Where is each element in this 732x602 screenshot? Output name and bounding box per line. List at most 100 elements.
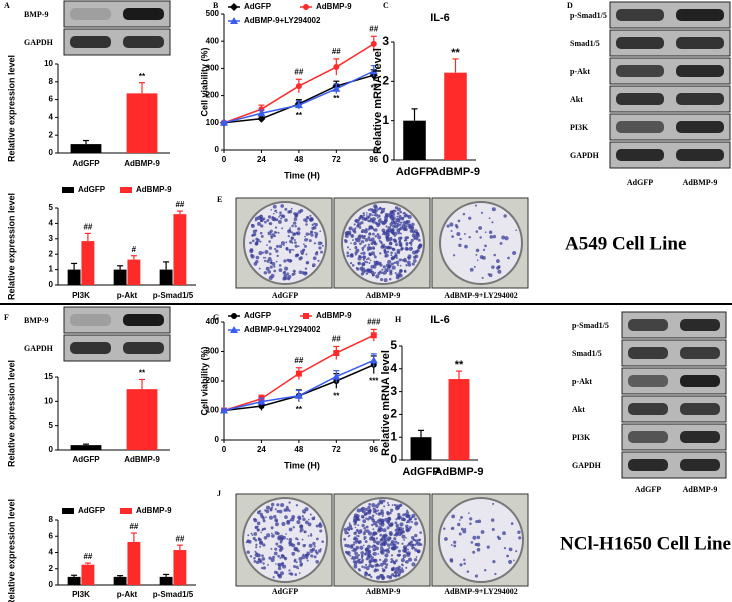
colony: [414, 250, 419, 254]
colony: [288, 537, 293, 542]
colony: [395, 518, 398, 521]
colony: [373, 214, 376, 217]
colony: [377, 235, 382, 240]
colony: [414, 539, 419, 543]
colony: [308, 543, 313, 548]
colony: [370, 564, 375, 569]
blot-band: [676, 121, 724, 133]
colony: [283, 266, 289, 271]
colony: [348, 226, 353, 231]
colony: [372, 227, 375, 230]
colony: [390, 225, 392, 227]
colony: [475, 520, 479, 524]
colony: [449, 558, 454, 562]
colony: [444, 537, 448, 541]
error-bar: [456, 370, 462, 380]
colony: [309, 214, 312, 218]
colony: [367, 236, 371, 239]
colony: [277, 220, 282, 224]
colony: [503, 214, 507, 218]
colony: [349, 261, 353, 265]
colony: [315, 549, 318, 552]
bar: [410, 437, 432, 460]
colony: [386, 250, 390, 253]
colony: [391, 265, 396, 270]
colony: [272, 555, 276, 559]
colony: [388, 531, 393, 536]
panel-letter: D: [567, 1, 573, 10]
colony: [267, 215, 272, 219]
colony: [360, 560, 364, 564]
colony: [399, 210, 403, 214]
colony: [484, 244, 487, 248]
colony: [401, 534, 406, 539]
colony: [259, 545, 262, 548]
y-tick-label: 1: [390, 429, 397, 443]
colony: [275, 563, 277, 565]
colony: [260, 566, 264, 570]
colony: [352, 560, 356, 564]
colony: [379, 558, 382, 562]
colony: [268, 221, 273, 226]
error-bar: [84, 562, 91, 565]
colony: [383, 505, 386, 508]
blot-band: [616, 149, 664, 161]
colony: [409, 540, 413, 544]
panel-letter: E: [217, 195, 222, 204]
colony: [366, 268, 370, 272]
colony: [373, 208, 377, 212]
y-tick-label: 300: [206, 347, 220, 356]
colony: [396, 506, 401, 510]
colony: [463, 558, 466, 562]
colony: [383, 558, 388, 563]
y-tick-label: 4: [49, 113, 54, 122]
colony: [365, 529, 370, 534]
colony: [278, 509, 283, 514]
colony: [276, 503, 280, 507]
significance: ##: [129, 522, 138, 531]
colony: [250, 253, 254, 257]
colony: [377, 214, 381, 218]
colony: [262, 256, 265, 259]
lane-label: AdGFP: [627, 178, 653, 187]
colony: [372, 537, 376, 542]
colony: [484, 569, 487, 572]
colony: [362, 251, 366, 256]
colony: [288, 248, 292, 252]
colony: [348, 522, 351, 525]
colony: [380, 509, 384, 513]
blot-label: BMP-9: [24, 10, 48, 19]
colony: [354, 246, 358, 250]
colony: [293, 217, 298, 222]
colony: [372, 528, 375, 531]
colony: [393, 533, 396, 537]
plate-label: AdBMP-9: [366, 587, 401, 596]
colony: [358, 540, 362, 544]
colony: [390, 560, 393, 564]
x-tick-label: 0: [222, 155, 227, 164]
significance: **: [455, 359, 464, 371]
colony: [298, 556, 303, 561]
colony: [393, 261, 396, 265]
colony: [400, 232, 402, 235]
colony: [357, 558, 360, 561]
x-tick-label: p-Smad1/5: [153, 291, 194, 300]
colony: [489, 235, 494, 239]
blot-band: [628, 403, 668, 415]
colony: [295, 537, 298, 540]
colony: [398, 214, 402, 219]
colony: [270, 208, 273, 211]
colony: [374, 563, 378, 568]
colony: [391, 247, 395, 251]
colony: [274, 235, 277, 237]
colony: [459, 519, 461, 521]
colony: [319, 529, 323, 533]
colony: [373, 254, 376, 257]
colony: [357, 530, 362, 535]
colony: [389, 269, 393, 273]
colony: [384, 565, 388, 569]
error-bar: [83, 443, 89, 446]
y-tick-label: 0: [49, 445, 54, 454]
colony: [397, 207, 401, 212]
error-bar: [83, 139, 89, 145]
